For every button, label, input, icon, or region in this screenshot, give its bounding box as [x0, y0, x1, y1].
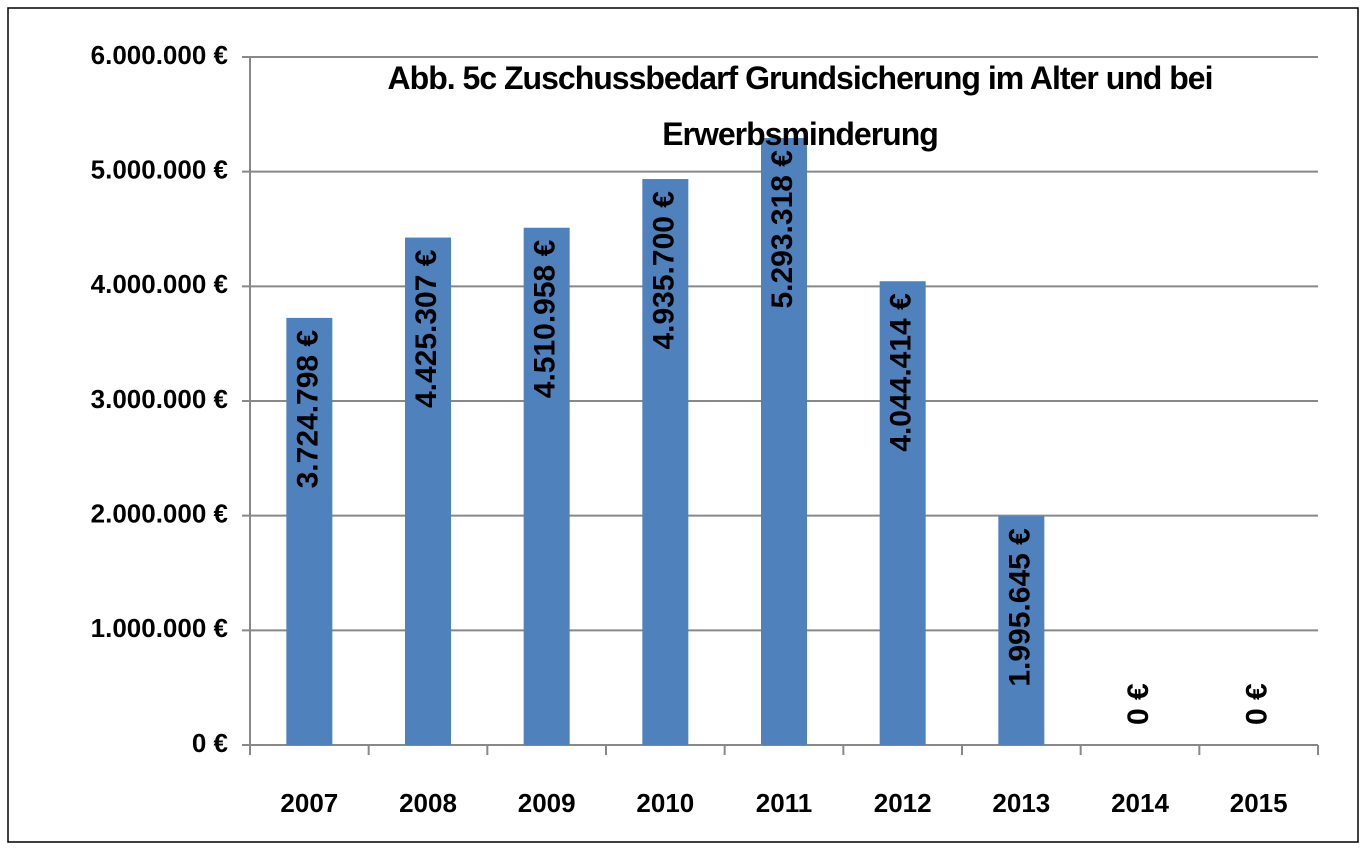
value-label: 4.510.958 €: [529, 239, 562, 398]
x-tick-label: 2010: [636, 788, 694, 818]
x-tick-label: 2011: [756, 788, 812, 818]
value-label: 5.293.318 €: [766, 150, 799, 309]
bar: [286, 317, 333, 745]
x-tick-label: 2014: [1111, 788, 1169, 818]
value-label: 0 €: [1241, 683, 1274, 725]
y-tick-label: 1.000.000 €: [91, 613, 228, 643]
bar: [998, 516, 1045, 745]
x-tick-label: 2007: [280, 788, 338, 818]
x-tick-label: 2009: [518, 788, 576, 818]
y-tick-label: 2.000.000 €: [91, 499, 228, 529]
bar: [761, 138, 807, 746]
value-label: 0 €: [1122, 683, 1155, 725]
value-label: 1.995.645 €: [1003, 528, 1036, 687]
x-tick-label: 2013: [992, 788, 1050, 818]
value-label: 3.724.798 €: [291, 330, 324, 489]
chart-frame: [7, 7, 1359, 843]
value-label: 4.044.414 €: [885, 293, 918, 452]
y-tick-label: 4.000.000 €: [91, 269, 228, 299]
x-tick-label: 2015: [1230, 788, 1288, 818]
y-tick-label: 0 €: [192, 728, 228, 758]
y-tick-label: 3.000.000 €: [91, 384, 228, 414]
chart-title: Abb. 5c Zuschussbedarf Grundsicherung im…: [387, 60, 1214, 152]
bar: [523, 227, 570, 746]
value-label: 4.935.700 €: [647, 191, 680, 350]
x-tick-label: 2012: [874, 788, 932, 818]
value-label: 4.425.307 €: [410, 249, 443, 408]
bar: [879, 281, 926, 745]
x-tick-label: 2008: [399, 788, 457, 818]
y-tick-label: 5.000.000 €: [91, 155, 228, 185]
bar: [642, 179, 689, 745]
y-tick-label: 6.000.000 €: [91, 40, 228, 70]
bar: [405, 237, 451, 745]
